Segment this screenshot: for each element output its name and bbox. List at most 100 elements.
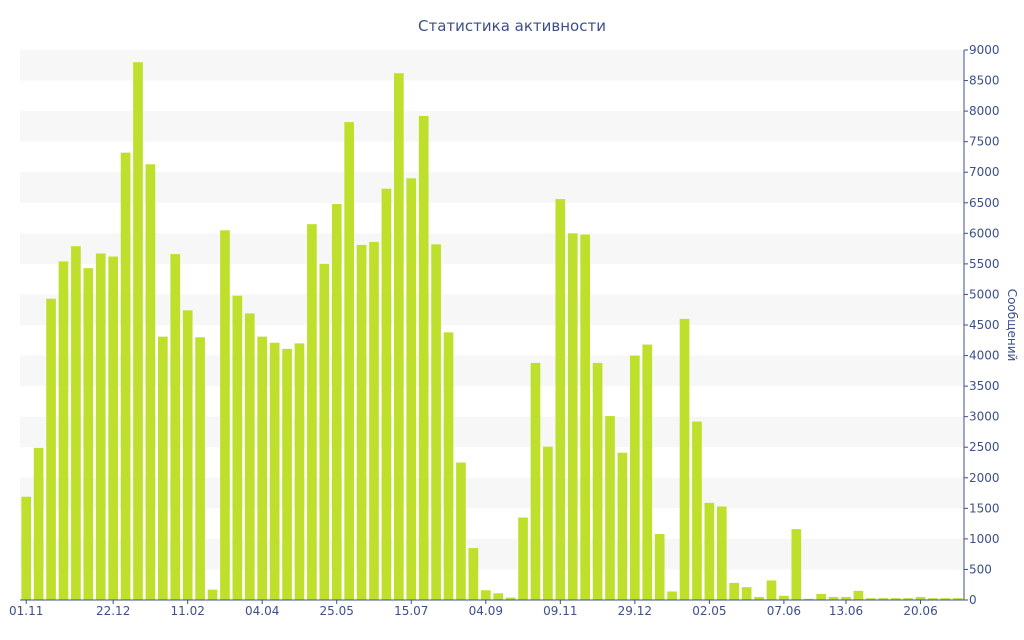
bar[interactable] xyxy=(853,590,864,600)
bar[interactable] xyxy=(803,598,814,600)
bar[interactable] xyxy=(170,254,181,600)
bar[interactable] xyxy=(269,342,280,600)
bar[interactable] xyxy=(120,152,131,600)
bar[interactable] xyxy=(108,256,119,600)
grid-band xyxy=(20,50,964,81)
bar[interactable] xyxy=(716,506,727,601)
x-tick-label: 15.07 xyxy=(394,604,428,618)
bar[interactable] xyxy=(71,246,81,600)
bar[interactable] xyxy=(816,593,827,600)
y-tick-label: 9000 xyxy=(969,43,1000,57)
bar[interactable] xyxy=(456,462,466,601)
bar[interactable] xyxy=(157,336,168,600)
y-tick-label: 6000 xyxy=(969,226,1000,240)
bar[interactable] xyxy=(952,598,963,600)
bar[interactable] xyxy=(530,362,541,600)
y-tick-label: 4500 xyxy=(969,318,1000,332)
bar[interactable] xyxy=(605,416,615,600)
bar[interactable] xyxy=(232,295,243,600)
bar[interactable] xyxy=(393,73,404,600)
bar[interactable] xyxy=(431,244,441,601)
x-tick-label: 25.05 xyxy=(320,604,354,618)
y-tick-label: 3500 xyxy=(969,379,1000,393)
bar[interactable] xyxy=(754,596,764,600)
bar[interactable] xyxy=(220,230,230,600)
y-tick-label: 5000 xyxy=(969,287,1000,301)
bar[interactable] xyxy=(878,598,889,600)
x-tick-label: 04.09 xyxy=(469,604,503,618)
bar[interactable] xyxy=(580,234,591,601)
bar[interactable] xyxy=(381,188,392,600)
bar[interactable] xyxy=(890,598,901,600)
bar[interactable] xyxy=(617,452,628,600)
bar[interactable] xyxy=(33,447,44,600)
bar[interactable] xyxy=(58,261,69,600)
bar[interactable] xyxy=(791,529,802,600)
bar[interactable] xyxy=(145,164,156,600)
bar[interactable] xyxy=(592,362,603,600)
y-tick-label: 6500 xyxy=(969,196,1000,210)
bar[interactable] xyxy=(468,548,479,600)
bar[interactable] xyxy=(95,253,106,601)
bar[interactable] xyxy=(940,598,951,600)
bar[interactable] xyxy=(679,318,690,600)
bar[interactable] xyxy=(779,595,789,600)
bar[interactable] xyxy=(543,446,553,600)
bar[interactable] xyxy=(46,298,56,600)
bar[interactable] xyxy=(692,421,702,600)
bar[interactable] xyxy=(257,336,268,600)
bar[interactable] xyxy=(667,591,677,600)
y-tick-label: 8000 xyxy=(969,104,1000,118)
grid-band xyxy=(20,233,964,264)
bar[interactable] xyxy=(331,204,342,600)
bar[interactable] xyxy=(828,596,839,600)
bar[interactable] xyxy=(865,598,876,600)
bar[interactable] xyxy=(480,590,491,600)
y-tick-label: 2000 xyxy=(969,471,1000,485)
bar[interactable] xyxy=(356,244,367,600)
bar[interactable] xyxy=(207,589,218,600)
bar[interactable] xyxy=(629,355,640,600)
bar[interactable] xyxy=(903,598,913,600)
bar[interactable] xyxy=(704,502,715,600)
bar[interactable] xyxy=(418,116,429,600)
x-axis-ticks: 01.11 22.12 11.02 04.04 25.05 15.07 04.09 09.11… xyxy=(9,600,938,618)
bar[interactable] xyxy=(282,348,292,600)
bar[interactable] xyxy=(182,310,193,600)
bar[interactable] xyxy=(319,263,330,600)
bar[interactable] xyxy=(555,199,566,600)
bar[interactable] xyxy=(766,580,777,600)
y-tick-label: 1000 xyxy=(969,532,1000,546)
bar[interactable] xyxy=(133,62,143,600)
x-tick-label: 07.06 xyxy=(767,604,801,618)
bar[interactable] xyxy=(21,496,32,600)
bar[interactable] xyxy=(518,517,528,601)
x-tick-label: 20.06 xyxy=(903,604,937,618)
bar[interactable] xyxy=(741,587,752,600)
bar[interactable] xyxy=(244,313,255,600)
bar[interactable] xyxy=(654,534,665,600)
bar[interactable] xyxy=(344,122,355,600)
bar[interactable] xyxy=(567,233,578,601)
bar[interactable] xyxy=(443,332,454,600)
grid-band xyxy=(20,111,964,142)
bar[interactable] xyxy=(928,598,938,600)
bar[interactable] xyxy=(493,593,504,600)
x-tick-label: 09.11 xyxy=(543,604,577,618)
bar[interactable] xyxy=(406,178,417,601)
y-tick-label: 3000 xyxy=(969,410,1000,424)
bar[interactable] xyxy=(915,596,926,600)
grid-band xyxy=(20,294,964,325)
bar[interactable] xyxy=(83,268,94,600)
x-tick-label: 22.12 xyxy=(96,604,130,618)
bar[interactable] xyxy=(195,337,205,600)
bar[interactable] xyxy=(729,582,740,600)
bar[interactable] xyxy=(294,343,305,600)
x-tick-label: 02.05 xyxy=(692,604,726,618)
bar[interactable] xyxy=(369,241,379,600)
bar[interactable] xyxy=(505,597,516,600)
y-axis-ticks: 0 500 1000 1500 2000 2500 3000 3500 4000 4500 5000… xyxy=(964,43,1000,607)
bar[interactable] xyxy=(307,224,317,600)
bar[interactable] xyxy=(642,344,653,600)
bar[interactable] xyxy=(841,596,851,600)
